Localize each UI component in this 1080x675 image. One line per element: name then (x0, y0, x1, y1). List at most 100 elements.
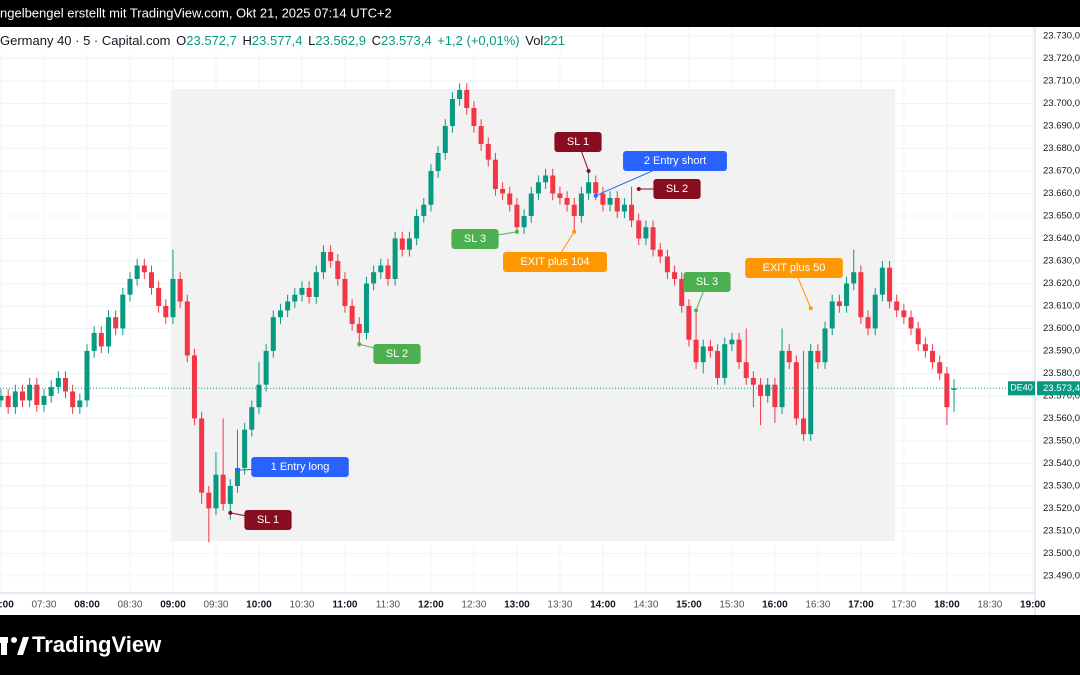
y-tick-label: 23.490,0 (1043, 570, 1080, 581)
candle (722, 337, 728, 385)
annotation-anchor (228, 510, 233, 515)
x-tick-label: 10:30 (289, 600, 314, 611)
candle (693, 310, 699, 369)
candle-body (664, 256, 670, 273)
candle (865, 310, 871, 336)
candle (578, 186, 584, 223)
candle-body (113, 317, 119, 329)
candle (62, 371, 69, 399)
candle-body (672, 272, 678, 279)
candle (557, 186, 563, 205)
x-tick-label: 14:00 (590, 600, 616, 611)
annotation-anchor (586, 168, 591, 173)
candle (113, 310, 119, 336)
candle-body (772, 384, 778, 408)
y-tick-label: 23.580,0 (1043, 368, 1080, 379)
candle (371, 265, 377, 291)
candle (0, 389, 4, 408)
candle (614, 191, 620, 219)
last-price-label: 23.573,4 (1043, 383, 1080, 394)
candle-body (922, 344, 928, 351)
annotation-label: SL 2 (386, 348, 408, 360)
y-tick-label: 23.640,0 (1043, 233, 1080, 244)
candle (428, 164, 434, 212)
candle-body (937, 362, 943, 374)
candle-body (363, 283, 369, 333)
candle (306, 281, 312, 304)
x-tick-label: 19:00 (1020, 600, 1046, 611)
x-tick-label: 10:00 (246, 600, 272, 611)
candle-body (105, 317, 111, 347)
annotation-box (503, 252, 607, 272)
legend-vol-label: Vol (525, 33, 543, 48)
annotation-box (683, 272, 731, 292)
candle-body (177, 278, 183, 302)
legend-high: 23.577,4 (252, 33, 303, 48)
candle-body (414, 215, 420, 239)
y-tick-label: 23.590,0 (1043, 345, 1080, 356)
y-tick-label: 23.610,0 (1043, 300, 1080, 311)
candle-body (528, 193, 534, 216)
candle (715, 344, 721, 385)
candle (621, 197, 627, 219)
candle-body (621, 204, 627, 212)
x-tick-label: 08:30 (117, 600, 142, 611)
candle-body (234, 467, 240, 486)
x-tick-label: 07:30 (31, 600, 56, 611)
candle (98, 326, 104, 354)
legend-close-label: C (372, 33, 381, 48)
plot: 1 Entry long SL 1 SL 2 SL 3 EXIT plus 104 SL … (0, 83, 1035, 543)
candle (141, 258, 147, 279)
candle-body (19, 391, 26, 401)
candle (600, 186, 606, 212)
candle (521, 209, 527, 234)
candle-body (378, 265, 384, 273)
candle-body (421, 204, 427, 216)
annotation-label: SL 1 (567, 136, 589, 148)
candle-body (557, 193, 563, 198)
annotation-box (251, 457, 349, 477)
candle-body (829, 301, 835, 329)
candle (356, 317, 362, 347)
candle-body (758, 384, 764, 396)
y-tick-label: 23.520,0 (1043, 503, 1080, 514)
candle (313, 265, 319, 304)
candle (184, 294, 190, 363)
candle (765, 377, 771, 403)
candle (27, 377, 33, 408)
candle-body (550, 175, 556, 194)
candle-body (55, 377, 61, 387)
x-tick-label: 11:30 (376, 600, 401, 611)
legend-open: 23.572,7 (186, 33, 237, 48)
candle (363, 276, 369, 340)
candle-body (786, 350, 792, 363)
header-text: ngelbengel erstellt mit TradingView.com,… (0, 5, 392, 20)
candle-body (492, 159, 498, 189)
candle-body (371, 272, 377, 284)
candle (550, 168, 556, 201)
candle-body (356, 323, 362, 333)
candle (435, 146, 441, 178)
candle (385, 258, 391, 286)
candle (392, 231, 398, 286)
annotation-box (451, 229, 499, 249)
candle (5, 389, 11, 414)
candle (492, 152, 498, 196)
candle-body (127, 278, 133, 295)
candle-body (485, 143, 491, 160)
candle-body (944, 373, 950, 408)
candle (879, 260, 885, 302)
candle-body (715, 350, 721, 378)
candle-body (464, 89, 470, 108)
candle-body (500, 188, 506, 194)
candle (464, 83, 470, 115)
annotation-anchor (808, 306, 813, 311)
candle (163, 299, 169, 324)
candle (700, 339, 706, 374)
annotation-anchor (357, 342, 362, 347)
candle (206, 485, 212, 543)
annotation-anchor (235, 468, 240, 473)
x-tick-label: 15:30 (719, 600, 744, 611)
annotation-box (373, 344, 421, 364)
